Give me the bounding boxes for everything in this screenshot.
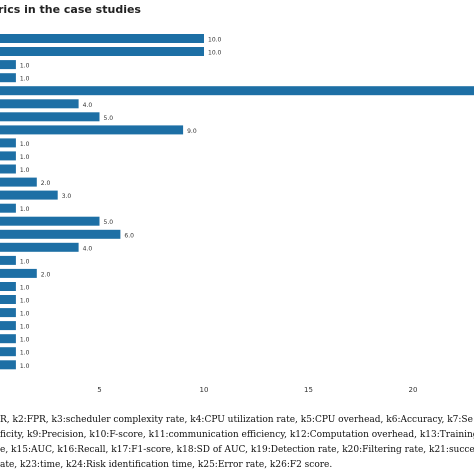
bar-value-label: 1.0 <box>20 363 30 370</box>
bar <box>0 360 16 370</box>
bar <box>0 321 16 331</box>
bar-value-label: 2.0 <box>41 180 51 187</box>
bar-value-label: 1.0 <box>20 154 30 161</box>
bar-value-label: 1.0 <box>20 76 30 83</box>
bar-value-label: 1.0 <box>20 141 30 148</box>
bar <box>0 60 16 70</box>
bar <box>0 151 16 161</box>
caption-line: ficity, k9:Precision, k10:F-score, k11:c… <box>0 430 474 440</box>
bar-value-label: 1.0 <box>20 258 30 265</box>
bar-value-label: 1.0 <box>20 337 30 344</box>
bar <box>0 73 16 83</box>
bar-value-label: 10.0 <box>208 50 222 57</box>
bar-value-label: 2.0 <box>41 271 51 278</box>
x-tick-label: 5 <box>97 386 101 394</box>
bar <box>0 295 16 304</box>
bar <box>0 308 16 318</box>
bar-chart: 10.0 10.0 1.0 1.0 4.0 5.0 9.0 1.0 1.0 1.0 2.0 3.0 1.… <box>0 34 474 394</box>
bar <box>0 268 37 278</box>
bar-value-label: 1.0 <box>20 311 30 318</box>
bar-value-label: 4.0 <box>83 102 93 109</box>
bar-value-label: 1.0 <box>20 206 30 213</box>
bar-value-label: 1.0 <box>20 285 30 292</box>
bar <box>0 47 204 56</box>
bar-value-label: 1.0 <box>20 167 30 174</box>
bar <box>0 242 79 252</box>
bar-value-label: 6.0 <box>124 232 134 239</box>
x-tick-label: 15 <box>304 386 313 394</box>
bar-value-label: 1.0 <box>20 63 30 70</box>
bar-value-label: 1.0 <box>20 298 30 305</box>
bar-value-label: 1.0 <box>20 350 30 357</box>
bar-value-label: 5.0 <box>104 115 114 122</box>
bar <box>0 34 204 43</box>
bar <box>0 86 474 96</box>
bar-value-label: 10.0 <box>208 37 222 44</box>
bar <box>0 347 16 357</box>
bar-value-label: 3.0 <box>62 193 72 200</box>
bar <box>0 282 16 291</box>
figure-caption: R, k2:FPR, k3:scheduler complexity rate,… <box>0 413 474 474</box>
x-tick-label: 20 <box>409 386 418 394</box>
caption-line: ate, k23:time, k24:Risk identification t… <box>0 460 333 470</box>
bar-value-label: 9.0 <box>187 128 197 135</box>
bar-value-label: 1.0 <box>20 324 30 331</box>
bar <box>0 255 16 265</box>
bar <box>0 334 16 344</box>
bar <box>0 229 121 239</box>
bar <box>0 190 58 200</box>
caption-line: R, k2:FPR, k3:scheduler complexity rate,… <box>0 415 473 425</box>
bar <box>0 138 16 148</box>
bar <box>0 164 16 174</box>
x-tick-label: 10 <box>200 386 209 394</box>
bar-value-label: 5.0 <box>104 219 114 226</box>
chart-title: rics in the case studies <box>0 3 141 16</box>
bar <box>0 112 100 122</box>
bar <box>0 203 16 213</box>
bar-value-label: 4.0 <box>83 245 93 252</box>
bar <box>0 177 37 187</box>
bar <box>0 216 100 226</box>
caption-line: e, k15:AUC, k16:Recall, k17:F1-score, k1… <box>0 445 474 455</box>
bar <box>0 125 184 135</box>
bar <box>0 99 79 109</box>
